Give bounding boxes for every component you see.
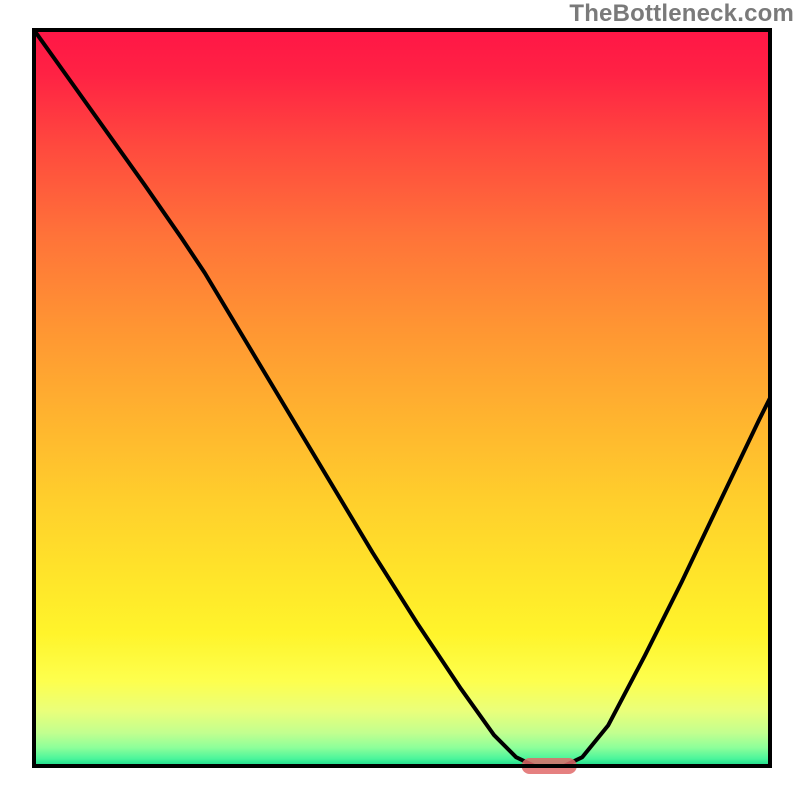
chart-canvas: TheBottleneck.com: [0, 0, 800, 800]
watermark-label: TheBottleneck.com: [569, 0, 794, 28]
bottleneck-chart: [0, 0, 800, 800]
gradient-background: [34, 30, 770, 766]
